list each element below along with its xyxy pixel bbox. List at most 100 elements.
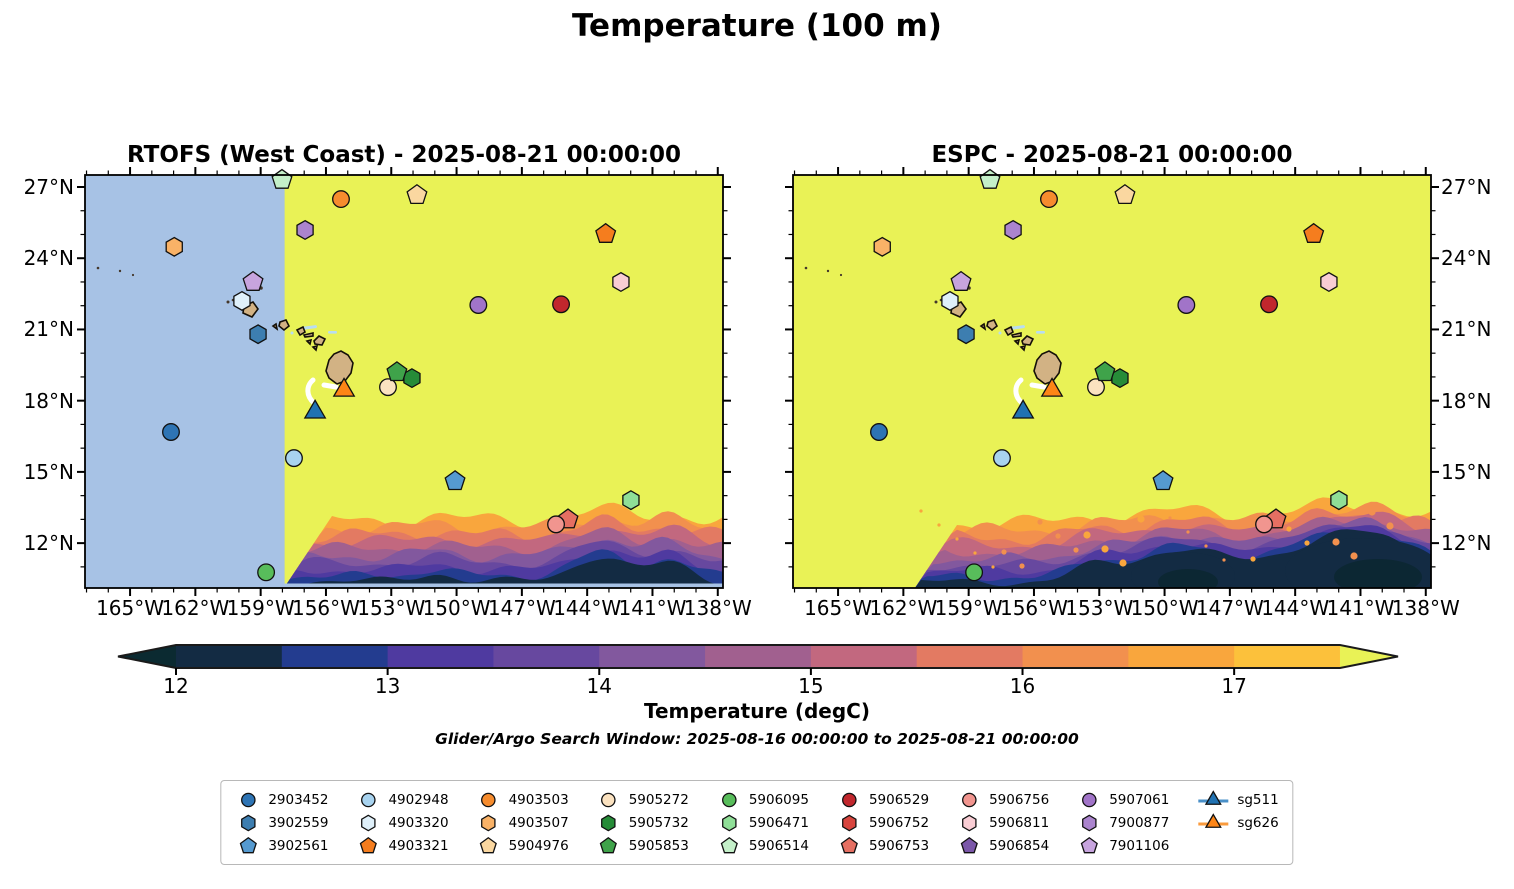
island-landmass xyxy=(311,344,319,352)
float-marker-7901106 xyxy=(950,270,972,291)
float-marker-5905853 xyxy=(386,361,408,382)
x-tick-label-rtofs: 162°W xyxy=(161,596,230,620)
pentagon-marker-icon xyxy=(960,836,978,854)
legend-item-5906529: 5906529 xyxy=(836,789,929,810)
x-tick-label-rtofs: 159°W xyxy=(226,596,295,620)
legend-item-7900877: 7900877 xyxy=(1076,812,1169,833)
x-tick-label-rtofs: 165°W xyxy=(96,596,165,620)
float-marker-4903321 xyxy=(1303,222,1325,243)
legend-label: 5905732 xyxy=(628,814,689,831)
float-marker-3902561 xyxy=(444,470,466,491)
y-tick-label-rtofs: 27°N xyxy=(23,174,74,199)
legend-column-gliders: sg511 sg626 xyxy=(1196,789,1279,833)
float-marker-5906514 xyxy=(271,168,293,189)
legend-label: 5906753 xyxy=(868,837,930,854)
y-tick-label-espc: 15°N xyxy=(1441,459,1492,484)
circle-marker-icon xyxy=(721,792,737,808)
island-landmass xyxy=(305,338,313,346)
hexagon-marker-icon xyxy=(721,814,737,832)
pentagon-marker-icon xyxy=(359,836,378,854)
island-landmass xyxy=(1010,332,1022,338)
legend-label: 5906752 xyxy=(868,814,930,831)
float-marker-5905853 xyxy=(1094,361,1116,382)
x-tick-label-rtofs: 150°W xyxy=(422,596,491,620)
legend-column: 4902948 4903320 4903321 xyxy=(355,789,449,856)
legend-item-5906753: 5906753 xyxy=(836,835,929,856)
legend-label: 5907061 xyxy=(1109,791,1170,808)
legend-label: 5906514 xyxy=(748,837,809,854)
island-landmass xyxy=(302,332,314,338)
legend-label: 4902948 xyxy=(388,791,449,808)
float-marker-5906095 xyxy=(257,563,276,582)
glider-marker-sg626 xyxy=(332,377,356,397)
float-marker-5905272 xyxy=(1087,378,1105,397)
legend-column: 5906095 5906471 5906514 xyxy=(716,789,809,856)
float-marker-5907061 xyxy=(1177,296,1196,314)
colorbar-tick-label: 12 xyxy=(163,674,189,698)
float-marker-3902559 xyxy=(957,324,975,345)
y-tick-label-rtofs: 21°N xyxy=(23,317,74,342)
legend-label: 4903507 xyxy=(508,814,569,831)
legend-label: sg626 xyxy=(1237,814,1279,831)
circle-marker-icon xyxy=(1081,792,1097,808)
pentagon-marker-icon xyxy=(720,836,738,854)
legend-item-5906811: 5906811 xyxy=(956,812,1049,833)
legend-label: sg511 xyxy=(1237,791,1279,808)
colorbar-tick-label: 16 xyxy=(1009,674,1036,698)
legend-label: 5906811 xyxy=(989,814,1050,831)
island-landmass xyxy=(278,319,291,332)
y-tick-label-rtofs: 24°N xyxy=(23,246,74,271)
legend-item-4903320: 4903320 xyxy=(355,812,449,833)
legend-column: 5906756 5906811 5906854 xyxy=(956,789,1049,856)
legend-label: 7900877 xyxy=(1109,814,1170,831)
island-landmass xyxy=(1003,325,1014,337)
search-window-annotation: Glider/Argo Search Window: 2025-08-16 00… xyxy=(435,730,1079,748)
circle-marker-icon xyxy=(481,792,496,808)
float-marker-5904976 xyxy=(406,183,428,205)
colorbar-tick-label: 13 xyxy=(374,674,401,698)
legend-column: 4903503 4903507 5904976 xyxy=(476,789,569,856)
float-marker-5906514 xyxy=(979,168,1001,189)
x-tick-label-espc: 144°W xyxy=(1261,596,1330,620)
circle-marker-icon xyxy=(601,792,616,808)
legend-column: 5906529 5906752 5906753 xyxy=(836,789,929,856)
pentagon-marker-icon xyxy=(1080,836,1098,854)
y-tick-label-rtofs: 15°N xyxy=(23,459,74,484)
float-marker-7901106 xyxy=(242,270,264,291)
legend-item-5907061: 5907061 xyxy=(1076,789,1169,810)
triangle-marker-icon xyxy=(1198,813,1229,828)
map-espc-canvas xyxy=(785,167,1439,596)
legend-label: 5906095 xyxy=(748,791,809,808)
legend-label: 7901106 xyxy=(1109,837,1170,854)
float-marker-4903503 xyxy=(332,190,350,209)
colorbar-tick-label: 17 xyxy=(1221,674,1247,698)
map-rtofs xyxy=(73,163,735,604)
x-tick-label-espc: 150°W xyxy=(1130,596,1199,620)
legend-item-5905732: 5905732 xyxy=(596,812,689,833)
float-marker-5906811 xyxy=(612,271,630,293)
colorbar-tick-label: 14 xyxy=(586,674,612,698)
legend-item-4903503: 4903503 xyxy=(476,789,569,810)
hexagon-marker-icon xyxy=(961,814,977,832)
circle-marker-icon xyxy=(841,792,857,808)
x-tick-label-espc: 162°W xyxy=(869,596,938,620)
sea-surface xyxy=(85,175,723,588)
float-marker-3902561 xyxy=(1152,470,1174,491)
legend-label: 5906854 xyxy=(989,837,1050,854)
legend-item-5905272: 5905272 xyxy=(596,789,689,810)
x-tick-label-espc: 156°W xyxy=(999,596,1068,620)
map-title-espc: ESPC - 2025-08-21 00:00:00 xyxy=(931,142,1293,168)
colorbar-label: Temperature (degC) xyxy=(644,699,870,723)
float-marker-4903321 xyxy=(595,222,617,243)
island-landmass xyxy=(1033,350,1062,385)
legend-label: 5906471 xyxy=(748,814,809,831)
pentagon-marker-icon xyxy=(479,836,498,854)
sea-surface xyxy=(793,175,1431,588)
glider-track-sg626 xyxy=(1029,382,1047,390)
pentagon-marker-icon xyxy=(239,836,257,854)
y-tick-label-rtofs: 12°N xyxy=(23,531,74,556)
float-marker-5906756 xyxy=(547,515,565,534)
float-marker-4903320 xyxy=(233,290,251,312)
y-tick-label-espc: 27°N xyxy=(1441,174,1492,199)
legend-column: 5907061 7900877 7901106 xyxy=(1076,789,1169,856)
